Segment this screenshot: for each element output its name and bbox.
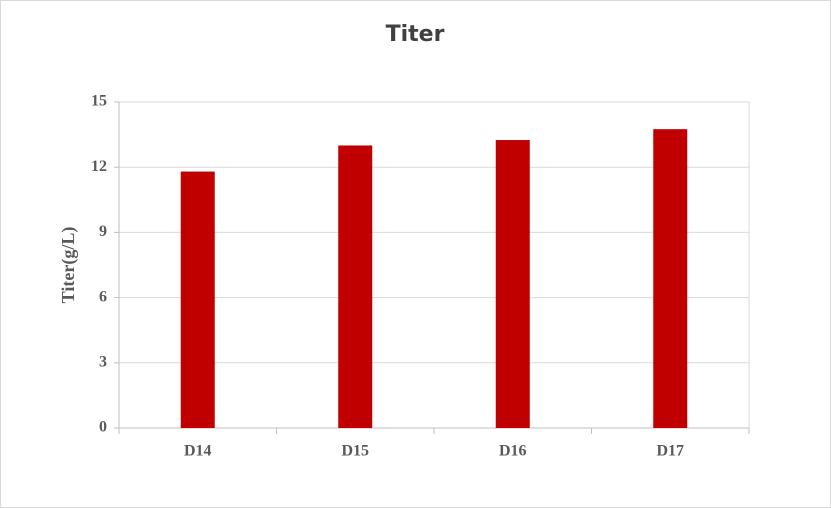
y-tick-label: 0 — [99, 419, 107, 436]
x-tick-label: D16 — [499, 443, 527, 460]
y-tick-label: 3 — [99, 353, 107, 370]
y-tick-label: 15 — [91, 93, 107, 110]
x-tick-label: D14 — [184, 443, 212, 460]
x-tick-label: D15 — [341, 443, 369, 460]
x-tick-label: D17 — [656, 443, 684, 460]
y-tick-label: 6 — [99, 288, 107, 305]
y-tick-label: 12 — [91, 158, 107, 175]
bar — [338, 145, 373, 428]
bar — [180, 171, 215, 428]
chart-title: Titer — [386, 22, 445, 47]
y-tick-label: 9 — [99, 223, 107, 240]
y-axis-title: Titer(g/L) — [58, 227, 79, 304]
bar — [653, 129, 688, 428]
bar — [495, 140, 530, 429]
